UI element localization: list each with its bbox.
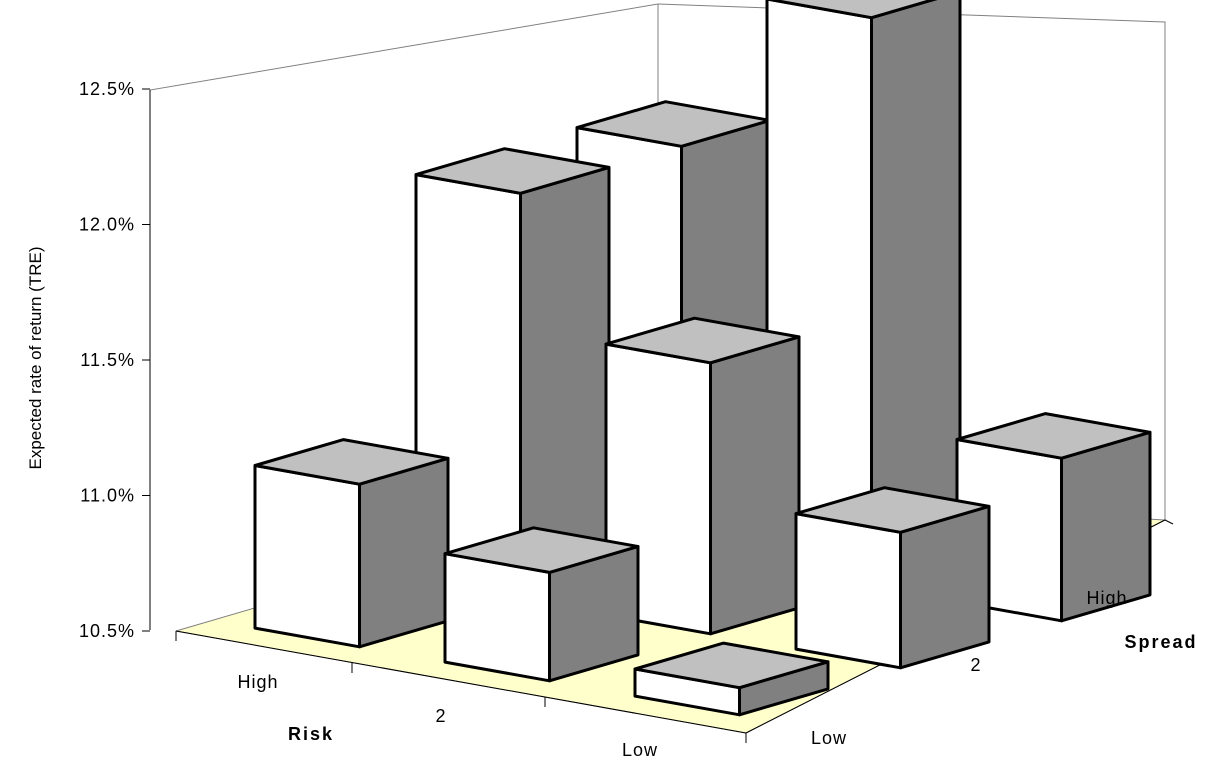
y-tick-label: 11.0% [80, 486, 135, 506]
bar-front-face [794, 512, 902, 670]
bar-front-face [253, 464, 361, 649]
bar-risk-2-spread-Low [443, 526, 640, 683]
z-category-label: High [1086, 588, 1127, 608]
x-category-label: Low [622, 740, 658, 760]
bars [253, 0, 1152, 717]
bar-risk-Low-spread-2 [794, 486, 991, 670]
bar-top-face [414, 147, 611, 195]
bar-risk-High-spread-Low [253, 438, 450, 649]
x-category-label: 2 [435, 706, 446, 726]
z-axis-title: Spread [1124, 632, 1197, 652]
y-axis-title: Expected rate of return (TRE) [26, 247, 45, 470]
bar-side-face [709, 335, 801, 636]
bar-front-face [443, 552, 551, 683]
y-tick-label: 12.0% [79, 215, 135, 235]
x-axis-title: Risk [288, 724, 334, 744]
bar-top-face [633, 641, 830, 690]
bar-risk-Low-spread-Low [633, 641, 830, 717]
bar-top-face [794, 486, 991, 534]
bar-side-face [899, 504, 991, 670]
x-category-label: High [237, 672, 278, 692]
bar-top-face [253, 438, 450, 486]
z-axis-tick [1164, 519, 1174, 525]
y-tick-label: 12.5% [79, 79, 135, 99]
bar-top-face [765, 0, 938, 20]
x-axis-line [175, 630, 747, 734]
y-tick-label: 10.5% [79, 621, 135, 641]
bar-top-face [443, 526, 640, 574]
z-category-label: Low [811, 728, 847, 748]
y-axis-ticks: 10.5% 11.0% 11.5% 12.0% 12.5% [79, 79, 150, 641]
y-tick-label: 11.5% [80, 350, 135, 370]
z-category-label: 2 [970, 655, 981, 675]
bar-top-face [604, 316, 801, 365]
bar-side-face [358, 456, 450, 649]
bar-top-face [955, 412, 1152, 460]
